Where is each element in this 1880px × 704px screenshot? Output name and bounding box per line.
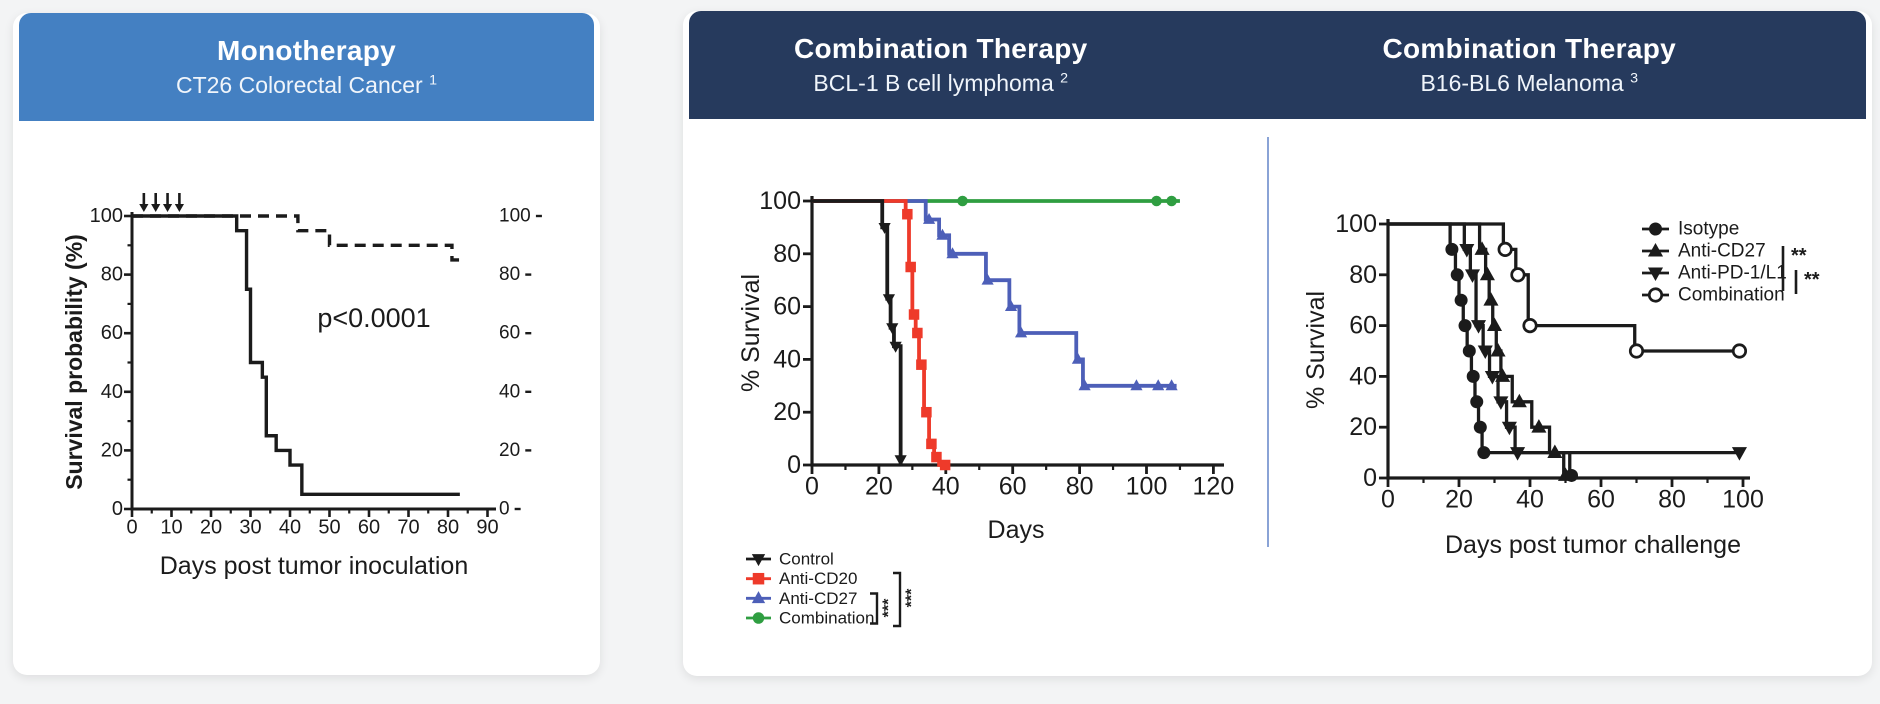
panel-subtitle-text: CT26 Colorectal Cancer <box>175 72 423 98</box>
panel-ref-superscript: 1 <box>429 72 438 89</box>
panel-divider <box>1267 137 1269 547</box>
combination-header: Combination Therapy BCL-1 B cell lymphom… <box>689 11 1866 119</box>
panel-subtitle: CT26 Colorectal Cancer 1 <box>176 72 437 99</box>
panel-subtitle: BCL-1 B cell lymphoma 2 <box>813 70 1068 97</box>
panel-title: Monotherapy <box>216 35 397 66</box>
combination-card: Combination Therapy BCL-1 B cell lymphom… <box>683 11 1872 676</box>
b16-header-half: Combination Therapy B16-BL6 Melanoma 3 <box>1278 11 1867 119</box>
panel-title: Combination Therapy <box>1382 33 1676 64</box>
monotherapy-card: Monotherapy CT26 Colorectal Cancer 1 <box>13 13 600 675</box>
panel-subtitle-text: BCL-1 B cell lymphoma <box>813 70 1054 96</box>
monotherapy-header: Monotherapy CT26 Colorectal Cancer 1 <box>19 13 594 121</box>
panel-subtitle-text: B16-BL6 Melanoma <box>1420 70 1624 96</box>
panel-subtitle: B16-BL6 Melanoma 3 <box>1420 70 1638 97</box>
panel-ref-superscript: 3 <box>1630 70 1639 87</box>
panel-title: Combination Therapy <box>794 33 1088 64</box>
panel-ref-superscript: 2 <box>1060 70 1069 87</box>
bcl1-header-half: Combination Therapy BCL-1 B cell lymphom… <box>689 11 1278 119</box>
